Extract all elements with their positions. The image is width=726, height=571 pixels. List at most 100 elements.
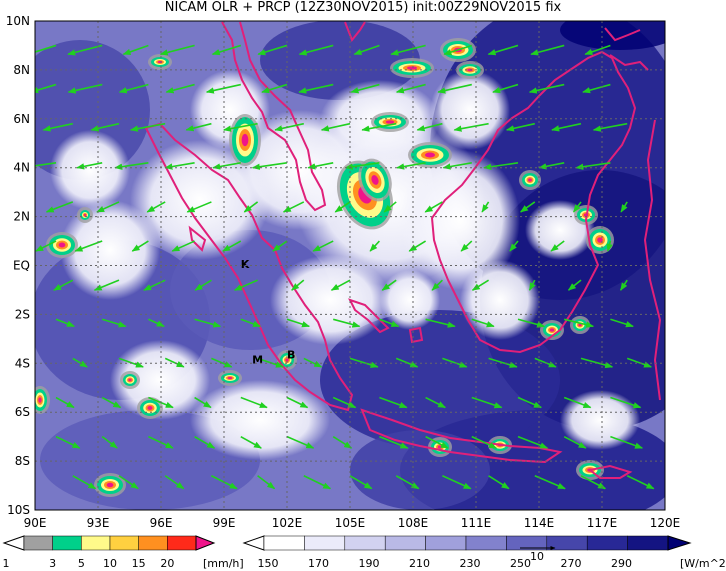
wind-vector xyxy=(101,396,122,409)
wind-vector xyxy=(159,44,195,56)
olr-legend-swatch xyxy=(263,535,305,551)
precip-legend-swatch xyxy=(138,535,168,551)
wind-vector xyxy=(580,475,607,490)
latitude-label: 8N xyxy=(13,63,30,77)
wind-vector xyxy=(505,122,535,132)
wind-vector xyxy=(471,318,495,328)
wind-vector xyxy=(390,44,426,56)
wind-vector xyxy=(437,83,472,94)
gridlines xyxy=(35,21,665,510)
precip-legend-label: 15 xyxy=(132,557,146,570)
wind-vector xyxy=(131,240,149,252)
wind-vector xyxy=(286,318,310,328)
longitude-label: 114E xyxy=(524,516,555,530)
map-title: NICAM OLR + PRCP (12Z30NOV2015) init:00Z… xyxy=(164,0,562,15)
precip-legend-swatch xyxy=(109,535,139,551)
wind-vector xyxy=(291,279,305,291)
olr-legend-label: 290 xyxy=(611,557,632,570)
wind-vector xyxy=(584,44,611,56)
olr-legend-swatch xyxy=(586,535,628,551)
wind-vector xyxy=(353,44,380,56)
wind-vector xyxy=(379,435,409,449)
wind-vector xyxy=(67,83,103,94)
wind-vector xyxy=(171,240,195,252)
cloud-region xyxy=(110,340,210,420)
olr-legend-unit: [W/m^2] xyxy=(680,557,726,570)
precip-field xyxy=(35,38,614,497)
longitude-label: 105E xyxy=(335,516,366,530)
wind-vector xyxy=(344,162,380,170)
wind-vector xyxy=(408,240,427,252)
olr-legend-swatch xyxy=(344,535,386,551)
wind-vector xyxy=(35,44,57,56)
olr-legend-label: 270 xyxy=(561,557,582,570)
latitude-label: 6N xyxy=(13,112,30,126)
wind-vector xyxy=(55,435,81,449)
wind-vector xyxy=(129,122,166,132)
cloud-region xyxy=(130,140,270,260)
wind-vector xyxy=(582,83,611,94)
latitude-label: 10N xyxy=(6,14,30,28)
wind-vector xyxy=(580,357,614,369)
wind-vector xyxy=(369,240,380,252)
olr-legend: 150 170 190 210 230 250 270 290 xyxy=(242,535,692,570)
wind-vector xyxy=(383,201,397,213)
longitude-label: 108E xyxy=(398,516,429,530)
cloud-region xyxy=(430,70,510,150)
wind-vector xyxy=(575,162,611,170)
olr-cold-region xyxy=(560,21,665,50)
wind-vector xyxy=(471,435,497,449)
latitude-label: 4S xyxy=(15,356,30,370)
wind-vector xyxy=(610,396,642,409)
place-markers: K M B xyxy=(241,258,296,366)
wind-vector xyxy=(35,162,57,167)
wind-vector xyxy=(550,240,565,252)
wind-vector xyxy=(563,435,587,449)
rain-cell xyxy=(586,226,614,254)
wind-vector xyxy=(395,475,420,490)
latitude-label: EQ xyxy=(13,259,30,273)
cloud-region xyxy=(60,200,160,300)
wind-vector xyxy=(361,122,397,132)
olr-legend-swatch xyxy=(627,535,669,551)
wind-vector xyxy=(211,357,233,368)
wind-vectors xyxy=(35,44,655,490)
olr-legend-right-arrow xyxy=(667,535,692,551)
rain-cell xyxy=(120,371,140,389)
olr-legend-label: 210 xyxy=(409,557,430,570)
wind-vector xyxy=(118,83,149,94)
wind-vector xyxy=(286,435,315,449)
rain-cell xyxy=(137,397,163,419)
wind-vector xyxy=(223,122,258,132)
wind-vector xyxy=(534,357,557,368)
rain-cell xyxy=(358,158,392,202)
wind-vector xyxy=(442,475,472,490)
wind-vector xyxy=(185,122,212,132)
wind-vector xyxy=(425,435,449,449)
wind-vector xyxy=(626,357,652,368)
longitude-label: 96E xyxy=(150,516,173,530)
wind-vector xyxy=(194,435,216,449)
longitude-label: 90E xyxy=(24,516,47,530)
wind-vector xyxy=(564,318,595,328)
wind-vector xyxy=(194,396,212,409)
rain-cell xyxy=(94,473,126,497)
wind-vector xyxy=(509,240,519,252)
wind-vector xyxy=(620,201,628,213)
wind-vector xyxy=(349,475,373,490)
wind-vector xyxy=(165,83,195,94)
wind-vector xyxy=(483,162,519,170)
precip-legend-swatch xyxy=(167,535,197,551)
wind-vector xyxy=(381,279,397,291)
wind-vector xyxy=(261,83,288,94)
olr-legend-left-arrow xyxy=(242,535,265,551)
cloud-region xyxy=(270,255,390,345)
rain-cell xyxy=(35,386,50,414)
wind-vector xyxy=(350,83,380,94)
wind-vector xyxy=(303,475,332,490)
wind-vector xyxy=(520,201,536,213)
place-marker: M xyxy=(252,353,263,366)
precip-legend-left-arrow xyxy=(2,535,25,551)
wind-vector xyxy=(551,122,582,132)
wind-vector xyxy=(330,279,351,291)
